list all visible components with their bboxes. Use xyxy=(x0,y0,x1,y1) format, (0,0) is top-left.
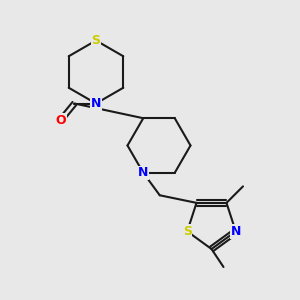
Text: N: N xyxy=(231,225,241,238)
Text: S: S xyxy=(92,34,100,47)
Text: S: S xyxy=(183,225,192,238)
Text: N: N xyxy=(91,97,101,110)
Text: N: N xyxy=(138,166,148,179)
Text: O: O xyxy=(56,113,66,127)
